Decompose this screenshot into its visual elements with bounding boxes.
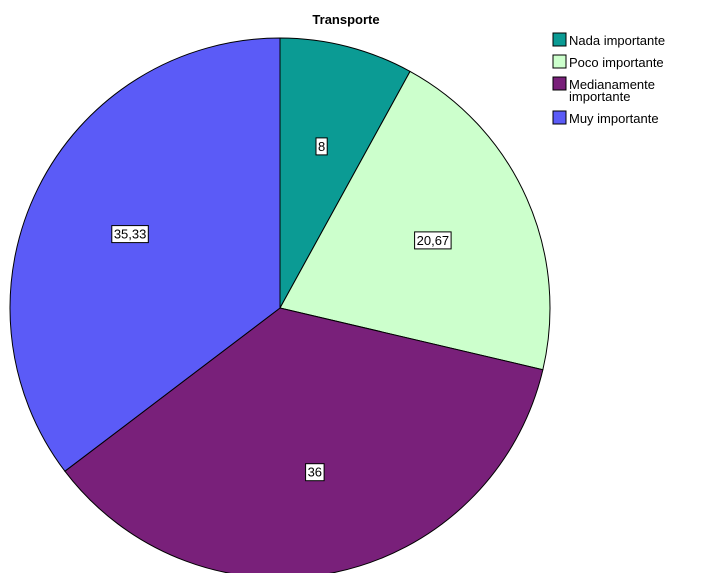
data-label-box bbox=[305, 463, 325, 482]
data-label-text: 35,33 bbox=[114, 227, 147, 242]
legend-swatch bbox=[552, 76, 567, 91]
data-label-box bbox=[315, 137, 328, 156]
pie-slice-4 bbox=[9, 37, 281, 472]
data-label-box bbox=[111, 225, 149, 244]
legend-item-2: Poco importante bbox=[552, 54, 664, 70]
data-label-text: 8 bbox=[318, 139, 325, 154]
data-label-1: 8 bbox=[315, 137, 328, 156]
chart-title: Transporte bbox=[312, 12, 379, 27]
legend: Nada importante Poco importante Medianamen… bbox=[552, 32, 665, 126]
legend-swatch bbox=[552, 54, 567, 69]
data-label-box bbox=[414, 231, 452, 250]
pie-slices bbox=[9, 37, 551, 573]
pie-slice-1 bbox=[279, 37, 411, 309]
legend-swatch bbox=[552, 110, 567, 125]
data-label-2: 20,67 bbox=[414, 231, 452, 250]
pie-slice-3 bbox=[64, 307, 544, 573]
data-label-text: 20,67 bbox=[417, 233, 450, 248]
pie-data-labels: 8 20,67 36 35,33 bbox=[111, 137, 452, 482]
legend-label: importante bbox=[569, 89, 630, 104]
data-label-4: 35,33 bbox=[111, 225, 149, 244]
data-label-text: 36 bbox=[308, 465, 322, 480]
legend-item-1: Nada importante bbox=[552, 32, 665, 48]
legend-label: Nada importante bbox=[569, 33, 665, 48]
legend-label: Muy importante bbox=[569, 111, 659, 126]
legend-swatch bbox=[552, 32, 567, 47]
data-label-3: 36 bbox=[305, 463, 325, 482]
legend-label: Medianamente bbox=[569, 77, 655, 92]
legend-label: Poco importante bbox=[569, 55, 664, 70]
legend-item-4: Muy importante bbox=[552, 110, 659, 126]
pie-slice-2 bbox=[279, 70, 551, 371]
